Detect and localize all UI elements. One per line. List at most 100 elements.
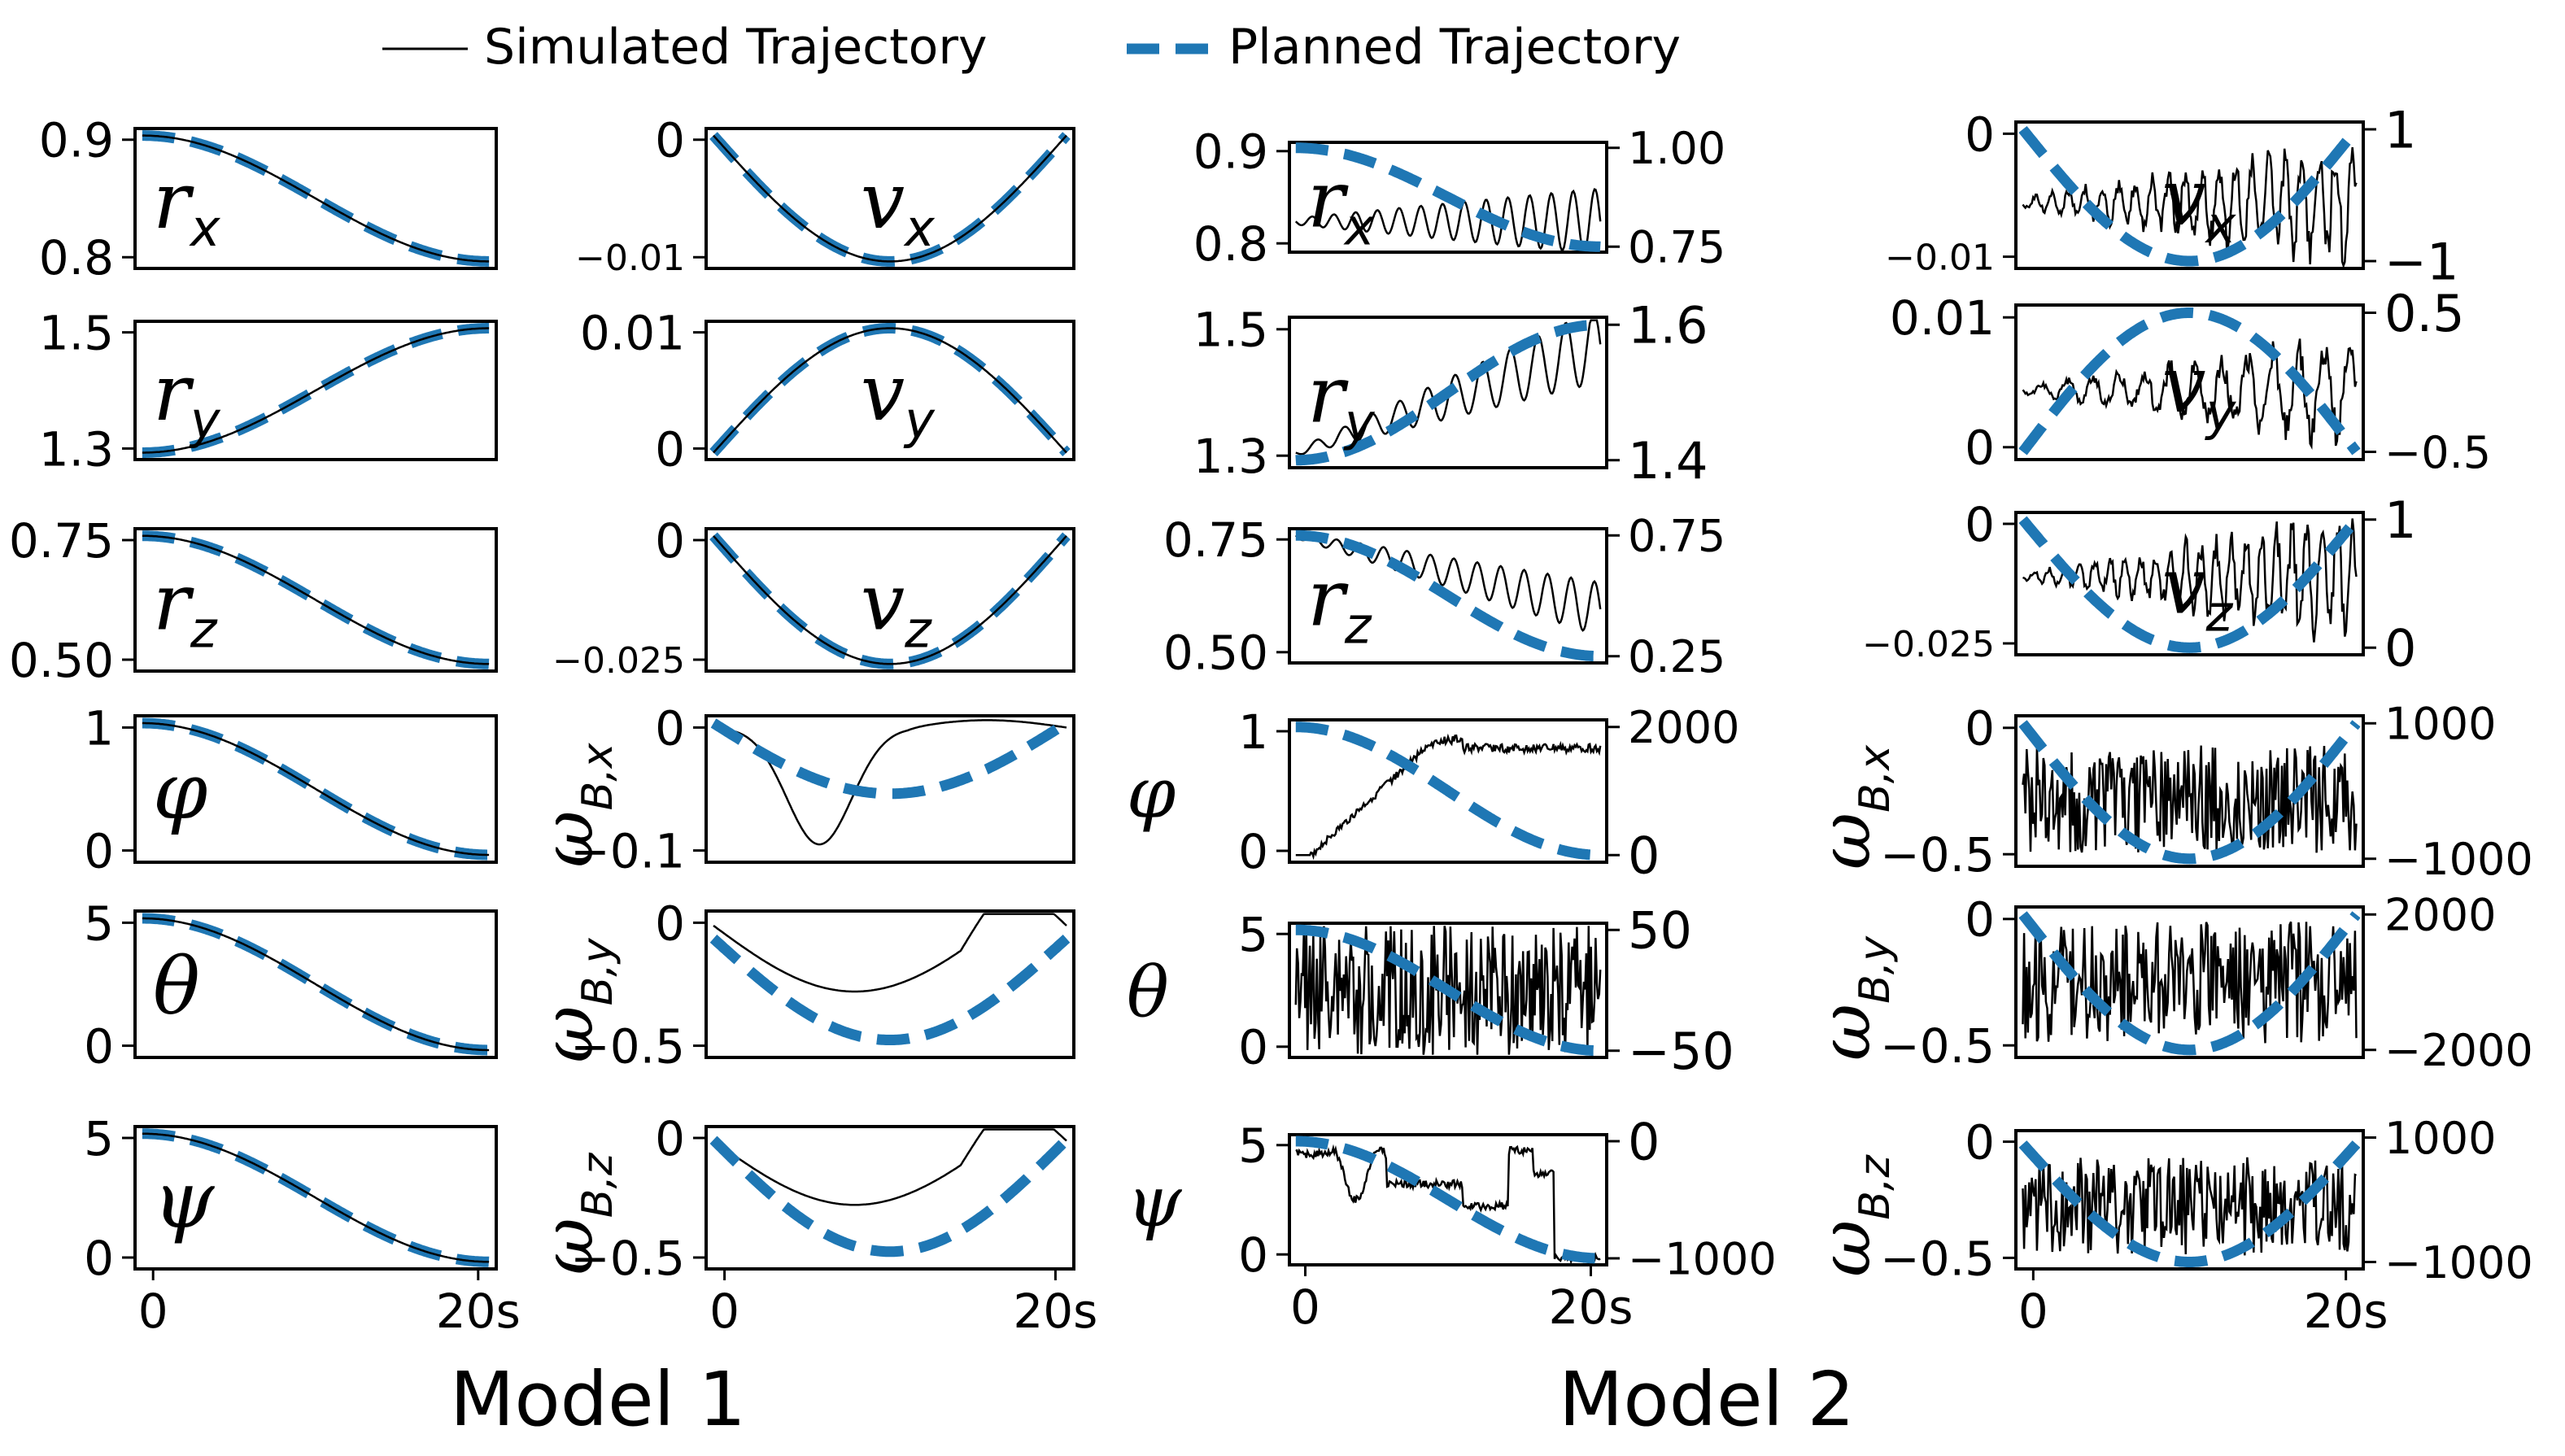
- y2-tick-label: 1.6: [1628, 296, 1708, 355]
- plot-frame: [705, 527, 1075, 673]
- plot-frame: [705, 909, 1075, 1059]
- simulated-trajectory-line: [1295, 1144, 1601, 1266]
- y2-tick-label: −2000: [2384, 1025, 2533, 1076]
- y-tick-label: −0.01: [1885, 237, 1995, 278]
- panel-m2-3: 0.01 0 0.5 −0.5 vy: [1890, 284, 2491, 478]
- panel-m1-9: 0 −0.5ωB,y: [528, 896, 1075, 1074]
- planned-trajectory-line: [1295, 1136, 1601, 1264]
- panel-m1-8: 5 0θ: [84, 896, 498, 1074]
- y-tick-label: 0: [655, 896, 685, 951]
- plot-frame: [133, 127, 498, 270]
- y2-tick-label: −1000: [2384, 834, 2533, 885]
- y-tick-label: 0.75: [1163, 512, 1268, 568]
- y-tick-label: −0.5: [1880, 827, 1995, 883]
- y-tick-label: 5: [84, 896, 114, 951]
- y2-tick-label: 0: [2384, 619, 2416, 678]
- variable-label: vy: [2161, 339, 2236, 442]
- variable-label: ωB,z: [528, 1152, 622, 1275]
- panel-m2-2: 1.5 1.3 1.6 1.4 ry: [1193, 296, 1708, 491]
- y2-tick-label: 50: [1628, 901, 1692, 961]
- variable-label: ry: [153, 347, 221, 450]
- simulated-trajectory-line: [713, 719, 1067, 846]
- y2-tick-label: −1000: [2384, 1237, 2533, 1288]
- y-tick-label: 0: [1965, 892, 1995, 948]
- variable-subscript: y: [189, 390, 221, 450]
- y2-tick-label: 0: [1628, 1112, 1660, 1171]
- simulated-trajectory-line: [1294, 188, 1602, 251]
- legend: Simulated Trajectory Planned Trajectory: [382, 19, 1681, 76]
- y-tick-label: −0.1: [570, 823, 685, 878]
- variable-subscript: B,y: [574, 937, 622, 1005]
- plot-frame: [705, 1125, 1075, 1271]
- y-tick-label: −0.5: [570, 1018, 685, 1074]
- plot-frame: [705, 127, 1075, 270]
- simulated-trajectory-line: [2022, 146, 2358, 269]
- y2-tick-label: 0: [1628, 826, 1660, 886]
- planned-trajectory-line: [1295, 319, 1601, 466]
- plot-frame: [2014, 120, 2365, 270]
- variable-label: θ: [153, 941, 200, 1032]
- variable-label: ωB,x: [1805, 744, 1900, 870]
- y2-tick-label: −1: [2384, 232, 2458, 291]
- x-tick-label: 0: [138, 1284, 168, 1339]
- y-tick-label: 1: [1238, 704, 1268, 760]
- variable-subscript: z: [1344, 596, 1372, 656]
- variable-subscript: B,y: [1851, 935, 1900, 1004]
- plot-frame: [1288, 718, 1608, 864]
- plot-frame: [2014, 511, 2365, 656]
- x-tick-label: 20s: [436, 1284, 521, 1339]
- plot-frame: [133, 527, 498, 673]
- plot-frame: [2014, 905, 2365, 1059]
- y-tick-label: 0.01: [580, 305, 685, 360]
- variable-subscript: z: [190, 600, 218, 660]
- simulated-trajectory-line: [2022, 745, 2358, 853]
- y2-tick-label: 2000: [2384, 890, 2496, 941]
- y-tick-label: 5: [1238, 1118, 1268, 1174]
- variable-subscript: x: [189, 198, 221, 258]
- y-tick-label: 0: [84, 1231, 114, 1286]
- y2-tick-label: 1: [2384, 490, 2416, 550]
- plot-frame: [133, 909, 498, 1059]
- panel-m1-3: 0.01 0 vy: [580, 305, 1075, 477]
- y-tick-label: 1.5: [1193, 303, 1268, 358]
- x-tick-label: 0: [2018, 1284, 2048, 1339]
- variable-label: vz: [2161, 541, 2233, 643]
- planned-trajectory-line: [2018, 720, 2361, 865]
- variable-label: rz: [153, 557, 218, 660]
- y-tick-label: 1.3: [39, 421, 114, 477]
- y-tick-label: 0.50: [1163, 626, 1268, 681]
- variable-label: ωB,y: [1805, 935, 1900, 1061]
- variable-label: ψ: [1127, 1162, 1183, 1243]
- plot-frame: [1288, 1133, 1608, 1266]
- y-tick-label: 0: [655, 113, 685, 168]
- y-tick-label: 5: [84, 1111, 114, 1166]
- planned-trajectory-line: [2018, 307, 2361, 456]
- variable-label: ψ: [153, 1155, 216, 1246]
- simulated-trajectory-line: [2022, 338, 2358, 450]
- simulated-trajectory-line: [713, 1128, 1067, 1206]
- variable-subscript: z: [2205, 584, 2234, 643]
- panels: 0.90.8rx0−0.01vx1.51.3ry0.010vy0.750.50r…: [9, 100, 2533, 1339]
- y2-tick-label: 2000: [1628, 702, 1739, 753]
- y-tick-label: 0.9: [39, 113, 114, 168]
- variable-subscript: B,z: [1851, 1153, 1900, 1219]
- variable-subscript: x: [1343, 198, 1376, 257]
- panel-m1-10: 5 00 20s ψ: [84, 1111, 521, 1339]
- simulated-trajectory-line: [713, 913, 1067, 993]
- y-tick-label: 0: [1238, 1020, 1268, 1075]
- variable-label: vx: [2161, 152, 2236, 255]
- plot-frame: [705, 714, 1075, 864]
- panel-m1-7: 0 −0.1ωB,x: [528, 700, 1075, 878]
- y2-tick-label: 0.25: [1628, 631, 1725, 682]
- panel-m1-1: 0 −0.01 vx: [575, 113, 1075, 279]
- variable-subscript: B,x: [574, 742, 622, 810]
- y-tick-label: 5: [1238, 907, 1268, 962]
- y-tick-label: 0: [84, 1018, 114, 1074]
- planned-trajectory-line: [709, 935, 1071, 1045]
- planned-trajectory-line: [710, 718, 1070, 800]
- y-tick-label: 0: [84, 823, 114, 878]
- plot-frame: [133, 1125, 498, 1271]
- variable-subscript: x: [2205, 195, 2237, 255]
- x-tick-label: 0: [1290, 1279, 1320, 1335]
- variable-label: φ: [153, 746, 207, 837]
